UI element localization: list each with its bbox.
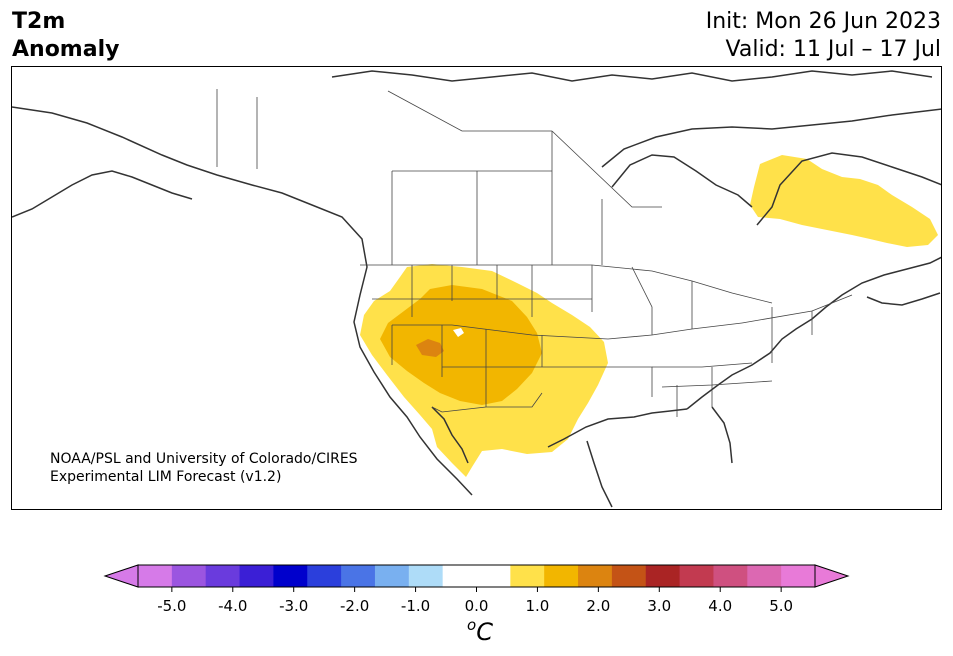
colorbar-cell <box>645 565 681 587</box>
map-panel: NOAA/PSL and University of Colorado/CIRE… <box>11 66 942 510</box>
colorbar-cell <box>273 565 308 587</box>
colorbar-cell <box>307 565 342 587</box>
colorbar-tick-label: 1.0 <box>525 597 550 615</box>
colorbar-cell <box>408 565 444 587</box>
init-date-label: Init: Mon 26 Jun 2023 <box>705 9 941 34</box>
colorbar <box>103 564 850 592</box>
map-title: T2m Anomaly <box>12 8 119 64</box>
unit-superscript: o <box>467 616 477 634</box>
colorbar-cell <box>544 565 579 587</box>
colorbar-cell <box>374 565 410 587</box>
colorbar-over-arrow <box>814 564 850 588</box>
colorbar-tick-label: -3.0 <box>279 597 309 615</box>
colorbar-cell <box>442 565 477 587</box>
colorbar-cell <box>239 565 274 587</box>
credit-line-2: Experimental LIM Forecast (v1.2) <box>50 469 282 485</box>
anomaly-region-north-east <box>750 155 938 247</box>
colorbar-cell <box>781 565 816 587</box>
colorbar-tick-label: 5.0 <box>769 597 794 615</box>
colorbar-tick-label: 4.0 <box>708 597 733 615</box>
anomaly-region-west-mid <box>380 285 542 405</box>
map-canvas <box>12 70 941 508</box>
colorbar-cell <box>171 565 207 587</box>
colorbar-cells <box>138 565 816 587</box>
colorbar-cell <box>341 565 376 587</box>
anomaly-gap <box>453 328 464 337</box>
colorbar-tick-label: -4.0 <box>218 597 248 615</box>
valid-date-label: Valid: 11 Jul – 17 Jul <box>725 37 941 62</box>
coastlines <box>12 70 941 508</box>
unit-base: C <box>476 618 493 646</box>
colorbar-tick-label: -5.0 <box>157 597 187 615</box>
colorbar-cell <box>205 565 241 587</box>
credit-line-1: NOAA/PSL and University of Colorado/CIRE… <box>50 451 358 467</box>
title-line-anomaly: Anomaly <box>12 37 120 62</box>
colorbar-cell <box>679 565 714 587</box>
colorbar-tick-label: 3.0 <box>647 597 672 615</box>
anomaly-region-west-core <box>416 339 444 357</box>
title-line-variable: T2m <box>12 9 66 34</box>
colorbar-cell <box>510 565 545 587</box>
colorbar-cell <box>611 565 647 587</box>
credit-text: NOAA/PSL and University of Colorado/CIRE… <box>50 450 358 486</box>
forecast-dates: Init: Mon 26 Jun 2023 Valid: 11 Jul – 17… <box>706 8 941 64</box>
colorbar-tick-label: -1.0 <box>400 597 431 615</box>
colorbar-unit: oC <box>460 616 500 646</box>
colorbar-cell <box>713 565 748 587</box>
colorbar-tick-label: 2.0 <box>586 597 611 615</box>
borders <box>216 89 853 417</box>
colorbar-cell <box>138 565 173 587</box>
colorbar-cell <box>747 565 782 587</box>
colorbar-tick-label: 0.0 <box>464 597 489 615</box>
colorbar-tick-label: -2.0 <box>339 597 370 615</box>
colorbar-cell <box>476 565 511 587</box>
colorbar-under-arrow <box>103 564 139 588</box>
colorbar-ticks <box>171 587 782 592</box>
colorbar-cell <box>578 565 613 587</box>
